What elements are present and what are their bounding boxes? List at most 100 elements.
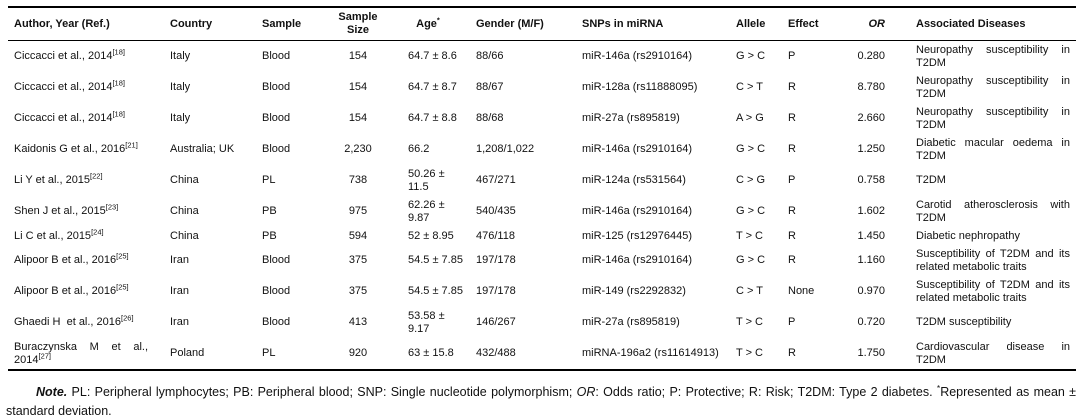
note-asterisk: * — [936, 382, 941, 393]
cell-associated-disease: Susceptibility of T2DM and its related m… — [916, 247, 1070, 273]
table-row: Alipoor B et al., 2016[25] Iran Blood 37… — [8, 276, 1076, 307]
cell-or: 1.250 — [857, 143, 885, 155]
cell-country: Iran — [170, 285, 189, 297]
cell-associated-disease: T2DM susceptibility — [916, 316, 1012, 328]
cell-sample: Blood — [262, 316, 291, 328]
cell-country: Iran — [170, 316, 189, 328]
cell-author: Li Y et al., 2015[22] — [8, 165, 168, 196]
cell-effect: R — [788, 254, 796, 266]
cell-sample-size: 594 — [348, 229, 368, 242]
cell-country: China — [170, 229, 199, 242]
table-row: Ghaedi H et al., 2016[26] Iran Blood 413… — [8, 307, 1076, 338]
note-or-abbr: OR — [576, 385, 596, 399]
cell-country: Poland — [170, 347, 205, 359]
cell-or: 0.720 — [857, 316, 885, 328]
author-text: Alipoor B et al., 2016 — [14, 285, 117, 297]
table-row: Alipoor B et al., 2016[25] Iran Blood 37… — [8, 245, 1076, 276]
note-abbreviations-2: : Odds ratio; P: Protective; R: Risk; T2… — [595, 385, 937, 399]
author-text: Alipoor B et al., 2016 — [14, 254, 117, 266]
cell-gender: 88/67 — [476, 81, 504, 93]
note-label: Note. — [36, 385, 68, 399]
cell-or: 0.758 — [857, 174, 885, 186]
cell-sample-size: 154 — [348, 81, 368, 93]
cell-sample: PL — [262, 174, 276, 186]
reference-number: [25] — [116, 282, 129, 292]
cell-sample-size: 375 — [348, 285, 368, 297]
cell-associated-disease: Diabetic nephropathy — [916, 229, 1020, 242]
cell-sample: PB — [262, 205, 277, 217]
col-header-gender: Gender (M/F) — [466, 7, 570, 41]
table-header: Author, Year (Ref.) Country Sample Sampl… — [8, 7, 1076, 41]
cell-or: 0.970 — [857, 285, 885, 297]
cell-author: Kaidonis G et al., 2016[21] — [8, 134, 168, 165]
cell-associated-disease: Neuropathy susceptibility in T2DM — [916, 74, 1070, 100]
cell-sample-size: 738 — [348, 174, 368, 186]
cell-sample-size: 975 — [348, 205, 368, 217]
sample-size-line2: Size — [346, 24, 369, 36]
cell-gender: 146/267 — [476, 316, 516, 328]
cell-allele: G > C — [736, 254, 766, 266]
cell-snp: miR-146a (rs2910164) — [582, 254, 693, 266]
cell-or: 1.160 — [857, 254, 885, 266]
cell-sample: PL — [262, 347, 276, 359]
cell-or: 2.660 — [857, 112, 885, 124]
author-text: Ciccacci et al., 2014 — [14, 50, 113, 62]
author-text: Li C et al., 2015 — [14, 229, 92, 242]
col-header-sample-size: Sample Size — [326, 7, 390, 41]
cell-sample: Blood — [262, 50, 291, 62]
cell-age: 64.7 ± 8.7 — [408, 81, 457, 93]
cell-associated-disease: Neuropathy susceptibility in T2DM — [916, 105, 1070, 131]
cell-effect: P — [788, 174, 796, 186]
cell-gender: 197/178 — [476, 285, 516, 297]
cell-effect: R — [788, 112, 796, 124]
cell-snp: miR-149 (rs2292832) — [582, 285, 686, 297]
col-header-associated-diseases: Associated Diseases — [890, 7, 1076, 41]
cell-age: 53.58 ± 9.17 — [408, 309, 445, 335]
cell-allele: G > C — [736, 205, 766, 217]
author-text: Kaidonis G et al., 2016 — [14, 143, 126, 155]
cell-gender: 540/435 — [476, 205, 516, 217]
cell-author: Ciccacci et al., 2014[18] — [8, 41, 168, 73]
cell-sample: Blood — [262, 112, 291, 124]
cell-age: 50.26 ± 11.5 — [408, 167, 445, 193]
reference-number: [24] — [91, 226, 104, 236]
cell-author: Shen J et al., 2015[23] — [8, 196, 168, 227]
cell-allele: G > C — [736, 143, 766, 155]
col-header-allele: Allele — [726, 7, 776, 41]
cell-snp: miR-128a (rs11888095) — [582, 81, 698, 93]
reference-number: [23] — [105, 202, 119, 212]
cell-allele: T > C — [736, 316, 764, 328]
cell-effect: R — [788, 205, 796, 217]
cell-allele: T > C — [736, 347, 764, 359]
cell-sample: Blood — [262, 285, 291, 297]
cell-snp: miR-146a (rs2910164) — [582, 50, 693, 62]
cell-or: 1.450 — [857, 229, 885, 242]
cell-sample-size: 154 — [348, 50, 368, 62]
cell-allele: A > G — [736, 112, 764, 124]
cell-age: 54.5 ± 7.85 — [408, 254, 463, 266]
cell-associated-disease: Susceptibility of T2DM and its related m… — [916, 278, 1070, 304]
cell-snp: miR-125 (rs12976445) — [582, 229, 693, 242]
table-row: Kaidonis G et al., 2016[21] Australia; U… — [8, 134, 1076, 165]
cell-age: 54.5 ± 7.85 — [408, 285, 463, 297]
table-row: Ciccacci et al., 2014[18] Italy Blood 15… — [8, 41, 1076, 73]
table-row: Ciccacci et al., 2014[18] Italy Blood 15… — [8, 103, 1076, 134]
reference-number: [18] — [112, 109, 125, 119]
cell-gender: 197/178 — [476, 254, 516, 266]
cell-snp: miR-146a (rs2910164) — [582, 143, 693, 155]
cell-country: China — [170, 205, 199, 217]
reference-number: [26] — [121, 313, 134, 323]
cell-effect: R — [788, 347, 796, 359]
cell-author: Ghaedi H et al., 2016[26] — [8, 307, 168, 338]
cell-age: 52 ± 8.95 — [408, 229, 454, 242]
mirna-snp-results-table: Author, Year (Ref.) Country Sample Sampl… — [8, 6, 1076, 371]
author-text: Li Y et al., 2015 — [14, 174, 91, 186]
cell-effect: R — [788, 143, 796, 155]
cell-sample-size: 154 — [348, 112, 368, 124]
cell-country: Italy — [170, 81, 191, 93]
cell-gender: 476/118 — [476, 229, 515, 242]
cell-effect: P — [788, 50, 796, 62]
cell-associated-disease: Neuropathy susceptibility in T2DM — [916, 43, 1070, 69]
reference-number: [18] — [112, 78, 125, 88]
cell-snp: miR-124a (rs531564) — [582, 174, 686, 186]
